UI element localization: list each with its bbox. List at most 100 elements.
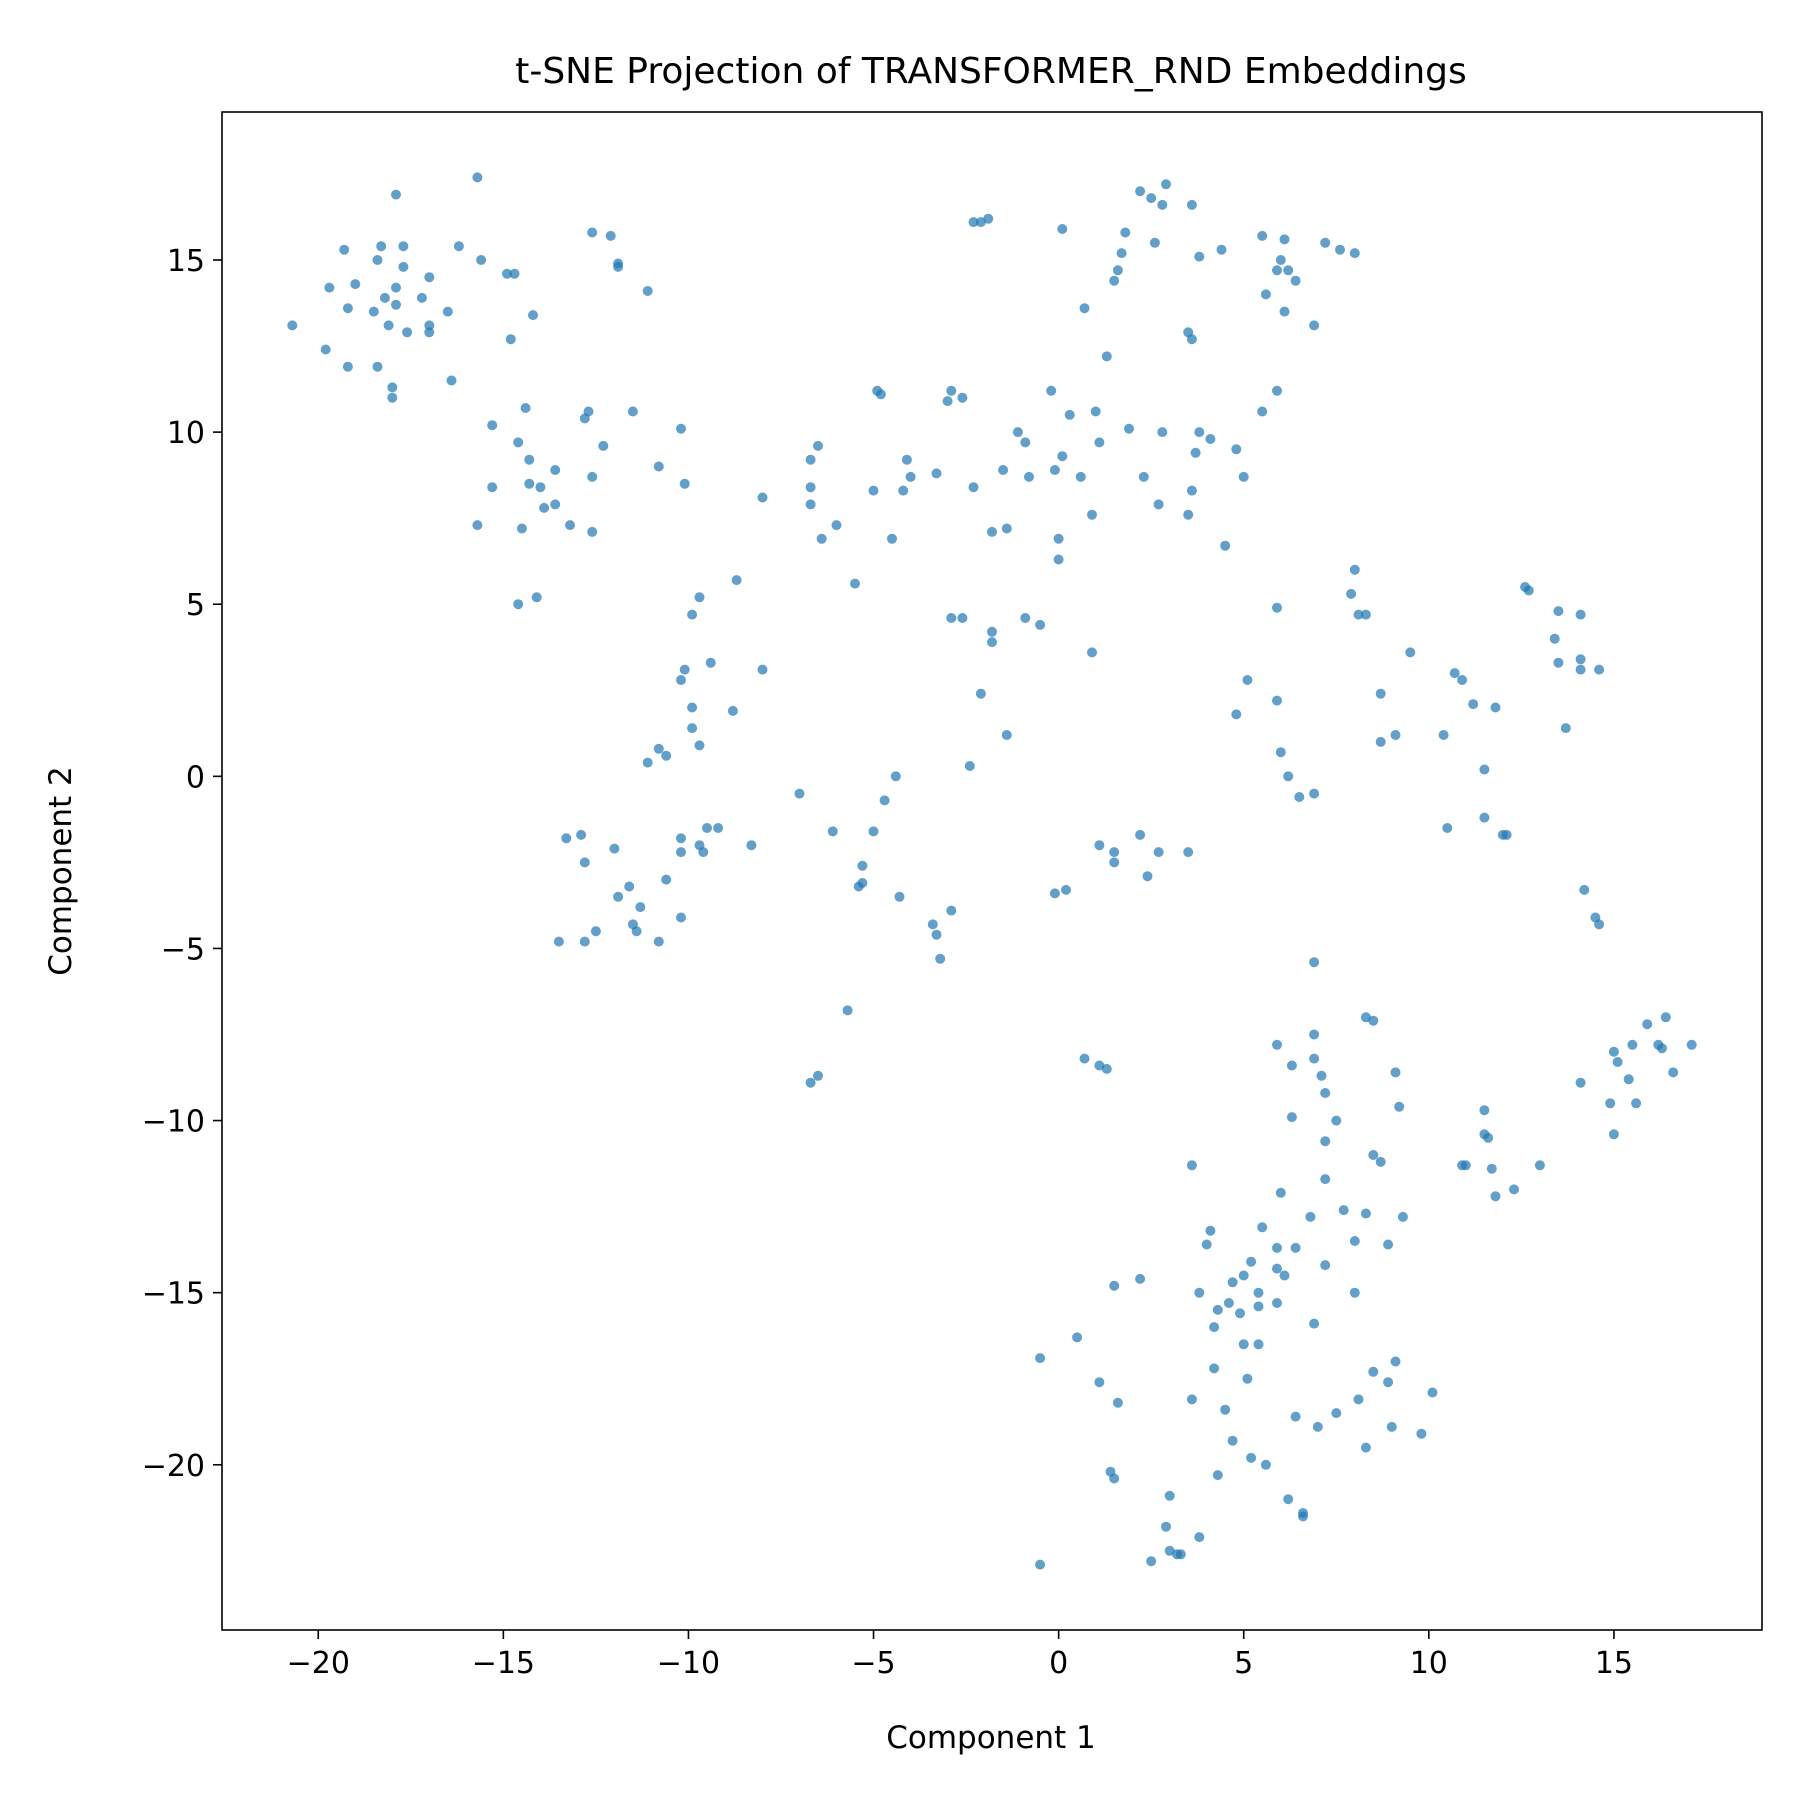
data-point [1553, 657, 1564, 668]
data-point [1201, 1239, 1212, 1250]
data-point [1309, 1029, 1320, 1040]
data-point [757, 664, 768, 675]
data-point [731, 575, 742, 586]
data-point [1631, 1098, 1642, 1109]
data-point [1272, 695, 1282, 706]
data-point [583, 406, 594, 417]
data-point [1157, 199, 1168, 210]
data-point [565, 520, 575, 531]
chart-title: t-SNE Projection of TRANSFORMER_RND Embe… [515, 51, 1467, 92]
data-point [1383, 1377, 1394, 1388]
data-point [1509, 1184, 1519, 1195]
data-point [576, 829, 587, 840]
data-point [1320, 1136, 1331, 1147]
data-point [1397, 1211, 1408, 1222]
data-point [879, 795, 890, 806]
data-point [1001, 730, 1012, 740]
data-point [1375, 688, 1386, 699]
data-point [1075, 471, 1086, 482]
data-point [1194, 251, 1205, 262]
data-point [1279, 234, 1290, 245]
data-point [1101, 351, 1112, 362]
data-point [1246, 1256, 1257, 1267]
data-point [957, 392, 968, 403]
data-point [1024, 471, 1034, 482]
data-point [1612, 1057, 1623, 1067]
data-point [1242, 675, 1253, 685]
data-point [1212, 1304, 1223, 1315]
data-point [1394, 1101, 1405, 1112]
data-point [1094, 840, 1105, 851]
data-point [416, 292, 427, 303]
data-point [1390, 1356, 1401, 1367]
data-point [1316, 1070, 1327, 1081]
x-tick-label: 0 [1049, 1646, 1068, 1681]
data-point [661, 874, 672, 885]
data-point [653, 461, 664, 472]
data-point [1035, 1353, 1046, 1364]
data-point [1605, 1098, 1616, 1109]
data-point [1109, 275, 1120, 286]
data-point [1660, 1012, 1671, 1023]
data-point [676, 847, 686, 858]
x-tick-label: 5 [1234, 1646, 1253, 1681]
data-point [1260, 1459, 1271, 1470]
data-point [1238, 471, 1249, 482]
data-point [424, 327, 435, 338]
data-point [535, 482, 546, 493]
data-point [350, 279, 361, 290]
data-point [1035, 1559, 1046, 1570]
data-point [1164, 1545, 1175, 1556]
data-point [1286, 1112, 1297, 1123]
data-point [968, 217, 979, 228]
data-point [1349, 1236, 1360, 1246]
data-point [1368, 1015, 1379, 1026]
data-point [391, 299, 401, 310]
data-point [587, 227, 598, 238]
data-point [624, 881, 635, 892]
data-point [1331, 1408, 1342, 1419]
x-tick-label: −20 [287, 1646, 350, 1681]
data-point [1553, 606, 1564, 617]
data-point [931, 468, 942, 479]
data-point [1623, 1074, 1634, 1085]
data-point [931, 929, 942, 940]
data-point [1001, 523, 1012, 534]
data-point [1272, 1242, 1282, 1253]
data-point [1575, 654, 1586, 665]
data-point [757, 492, 768, 503]
data-point [1101, 1063, 1112, 1074]
data-point [1109, 857, 1120, 868]
data-point [1449, 668, 1460, 679]
data-point [446, 375, 457, 386]
data-point [1438, 730, 1449, 740]
data-point [1146, 1556, 1157, 1567]
data-point [1257, 230, 1268, 241]
y-tick-label: 5 [186, 588, 205, 623]
x-tick-label: −15 [472, 1646, 535, 1681]
x-axis-ticks: −20 −15 −10 −5 0 5 10 15 [287, 1630, 1633, 1681]
data-point [1146, 193, 1157, 204]
data-point [1235, 1308, 1245, 1319]
data-point [505, 334, 516, 345]
data-point [324, 282, 335, 293]
data-point [987, 637, 997, 648]
data-point [1427, 1387, 1438, 1398]
data-point [1049, 888, 1060, 899]
data-point [424, 320, 435, 331]
data-point [653, 743, 664, 754]
data-point [342, 361, 353, 372]
data-point [587, 526, 598, 537]
data-point [1390, 730, 1401, 740]
data-point [1087, 509, 1097, 520]
data-point [516, 523, 527, 534]
data-point [342, 303, 353, 314]
data-point [887, 533, 897, 544]
data-point [487, 482, 498, 493]
data-point [987, 626, 997, 637]
data-point [1064, 409, 1075, 420]
data-point [1186, 199, 1197, 210]
data-point [287, 320, 298, 331]
data-point [1216, 244, 1227, 255]
data-point [1257, 406, 1268, 417]
